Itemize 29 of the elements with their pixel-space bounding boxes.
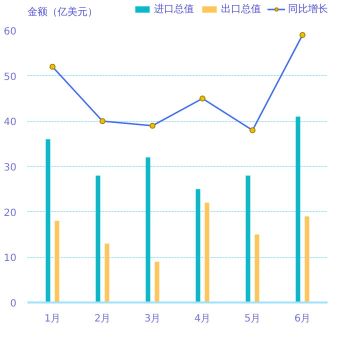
- bar: [154, 262, 160, 302]
- bar: [54, 220, 60, 302]
- bar: [96, 176, 100, 302]
- y-axis-title: 金额（亿美元）: [28, 6, 98, 18]
- bar: [146, 157, 150, 302]
- bar: [246, 176, 250, 302]
- bar: [104, 244, 110, 302]
- y-tick-label: 40: [4, 117, 17, 128]
- legend-label: 出口总值: [221, 2, 261, 16]
- bar: [46, 139, 50, 302]
- x-tick-label: 3月: [144, 314, 161, 324]
- y-tick-label: 60: [4, 26, 17, 38]
- legend-label: 同比增长: [288, 2, 328, 16]
- y-tick-label: 0: [10, 298, 17, 310]
- bar: [204, 202, 210, 302]
- bar: [304, 216, 310, 302]
- bar: [296, 116, 300, 302]
- y-tick-label: 50: [4, 72, 17, 83]
- x-tick-label: 4月: [194, 314, 211, 324]
- y-tick-label: 30: [4, 162, 17, 174]
- x-tick-label: 5月: [244, 314, 261, 324]
- x-tick-label: 1月: [44, 314, 61, 324]
- bar: [254, 234, 260, 302]
- bar: [196, 189, 200, 302]
- x-tick-label: 6月: [294, 314, 311, 324]
- x-tick-label: 2月: [94, 314, 111, 324]
- legend-label: 进口总值: [154, 2, 194, 16]
- y-tick-label: 10: [4, 253, 17, 264]
- y-tick-label: 20: [4, 208, 17, 219]
